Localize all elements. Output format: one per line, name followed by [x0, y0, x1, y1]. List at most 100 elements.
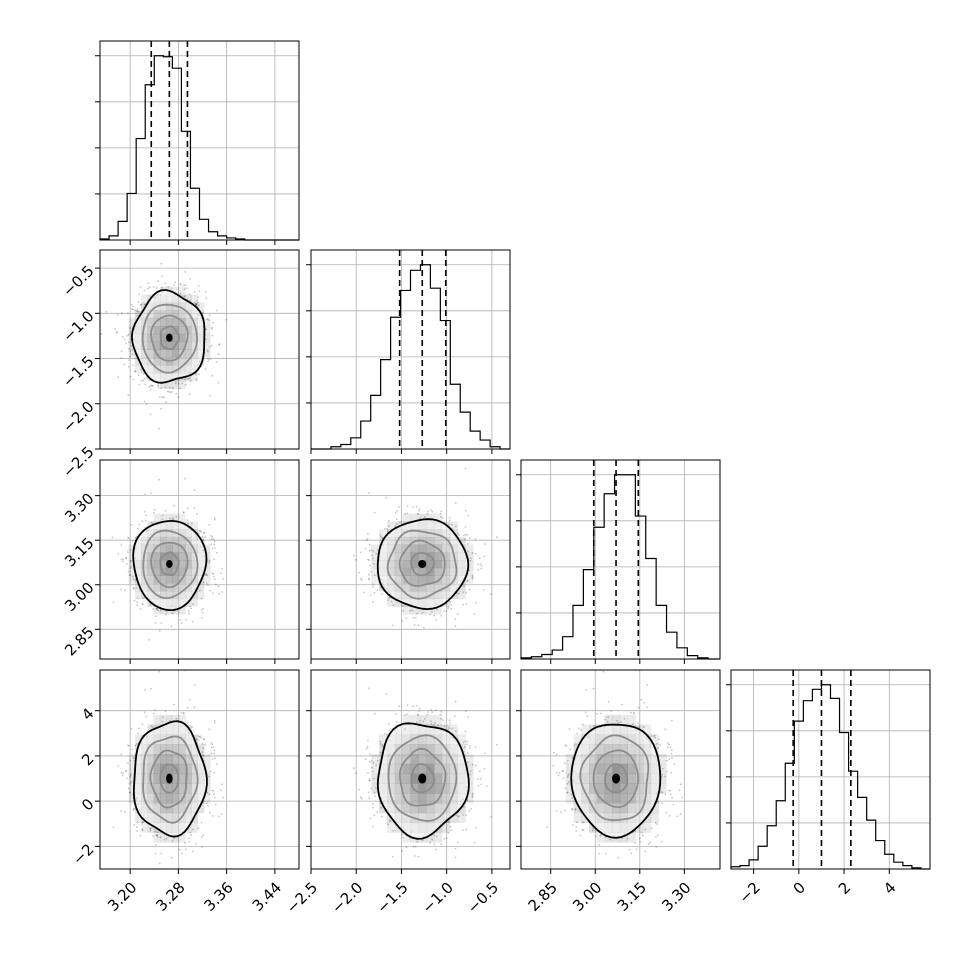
density-bin: [402, 832, 411, 843]
x-tick-label-p1: −1.5: [373, 879, 411, 917]
scatter-point: [409, 609, 411, 612]
scatter-point: [129, 567, 131, 569]
density-panel-1-2: [306, 459, 511, 664]
scatter-point: [201, 846, 203, 848]
scatter-point: [120, 350, 123, 353]
scatter-point: [189, 605, 192, 608]
scatter-point: [381, 745, 384, 748]
scatter-point: [209, 358, 212, 360]
scatter-point: [439, 512, 442, 515]
scatter-point: [207, 804, 209, 807]
density-bin: [197, 744, 205, 755]
scatter-point: [173, 284, 176, 286]
x-tick-label-p3: −2: [735, 879, 763, 907]
scatter-point: [188, 840, 191, 843]
scatter-point: [147, 282, 150, 285]
scatter-point: [582, 829, 584, 831]
density-bin: [178, 606, 186, 615]
scatter-point: [194, 843, 197, 845]
density-bin: [128, 349, 136, 358]
scatter-point: [390, 600, 393, 603]
scatter-point: [129, 776, 131, 778]
scatter-point: [198, 304, 200, 307]
scatter-point: [152, 286, 155, 288]
density-bin: [134, 583, 142, 592]
scatter-point: [121, 335, 124, 338]
density-panel-0-2: [95, 459, 300, 664]
scatter-point: [367, 577, 370, 580]
scatter-point: [553, 751, 555, 754]
scatter-point: [150, 687, 152, 690]
density-bin: [410, 513, 419, 522]
scatter-point: [463, 538, 466, 540]
scatter-point: [158, 630, 161, 632]
scatter-point: [661, 768, 664, 770]
scatter-point: [167, 285, 170, 288]
density-bin: [573, 734, 582, 745]
scatter-point: [165, 837, 168, 840]
scatter-point: [670, 752, 673, 755]
y-tick-label-p1: −0.5: [59, 262, 97, 300]
density-peak: [166, 333, 173, 342]
scatter-point: [387, 520, 390, 522]
scatter-point: [149, 604, 152, 606]
scatter-point: [203, 738, 206, 741]
scatter-point: [375, 787, 377, 789]
scatter-point: [632, 723, 634, 725]
scatter-point: [132, 575, 135, 578]
scatter-point: [664, 793, 667, 796]
scatter-point: [179, 619, 182, 621]
scatter-point: [606, 720, 609, 723]
scatter-point: [640, 698, 643, 701]
y-tick-label-p1: −1.5: [59, 352, 97, 390]
scatter-point: [422, 720, 425, 723]
scatter-point: [474, 764, 477, 767]
scatter-point: [429, 720, 432, 723]
scatter-point: [129, 773, 132, 776]
scatter-point: [180, 284, 182, 286]
scatter-point: [195, 302, 198, 305]
scatter-point: [670, 749, 673, 752]
scatter-point: [132, 305, 134, 308]
scatter-point: [447, 821, 450, 823]
scatter-point: [664, 728, 667, 731]
scatter-point: [617, 721, 620, 724]
scatter-point: [469, 773, 472, 776]
scatter-point: [435, 709, 437, 712]
scatter-point: [179, 282, 182, 285]
scatter-point: [161, 514, 164, 517]
histogram-panel-3: [726, 669, 931, 874]
scatter-point: [354, 772, 357, 775]
scatter-point: [189, 377, 192, 379]
density-bin: [197, 591, 205, 600]
scatter-point: [150, 521, 153, 524]
scatter-point: [183, 284, 185, 287]
scatter-point: [161, 396, 164, 399]
density-bin: [371, 754, 380, 765]
density-bin: [643, 822, 652, 833]
histogram-steps-3: [730, 684, 930, 870]
scatter-point: [473, 841, 476, 844]
scatter-point: [198, 589, 201, 592]
scatter-point: [448, 719, 451, 721]
scatter-point: [469, 747, 471, 750]
scatter-point: [654, 736, 657, 739]
y-tick-label-p2: 3.30: [61, 489, 97, 525]
scatter-point: [141, 603, 144, 606]
density-bin: [172, 606, 180, 615]
scatter-point: [207, 358, 210, 361]
histogram-panel-2: [516, 459, 721, 664]
scatter-point: [669, 790, 672, 792]
scatter-point: [372, 806, 374, 809]
scatter-point: [100, 333, 103, 336]
scatter-point: [591, 829, 594, 832]
density-panel-1-3: [306, 669, 511, 874]
scatter-point: [135, 587, 138, 589]
scatter-point: [154, 852, 157, 855]
density-bin: [457, 734, 466, 745]
scatter-point: [462, 534, 465, 537]
scatter-point: [184, 271, 186, 273]
scatter-point: [369, 817, 372, 820]
density-peak: [166, 773, 173, 784]
scatter-point: [659, 743, 662, 746]
